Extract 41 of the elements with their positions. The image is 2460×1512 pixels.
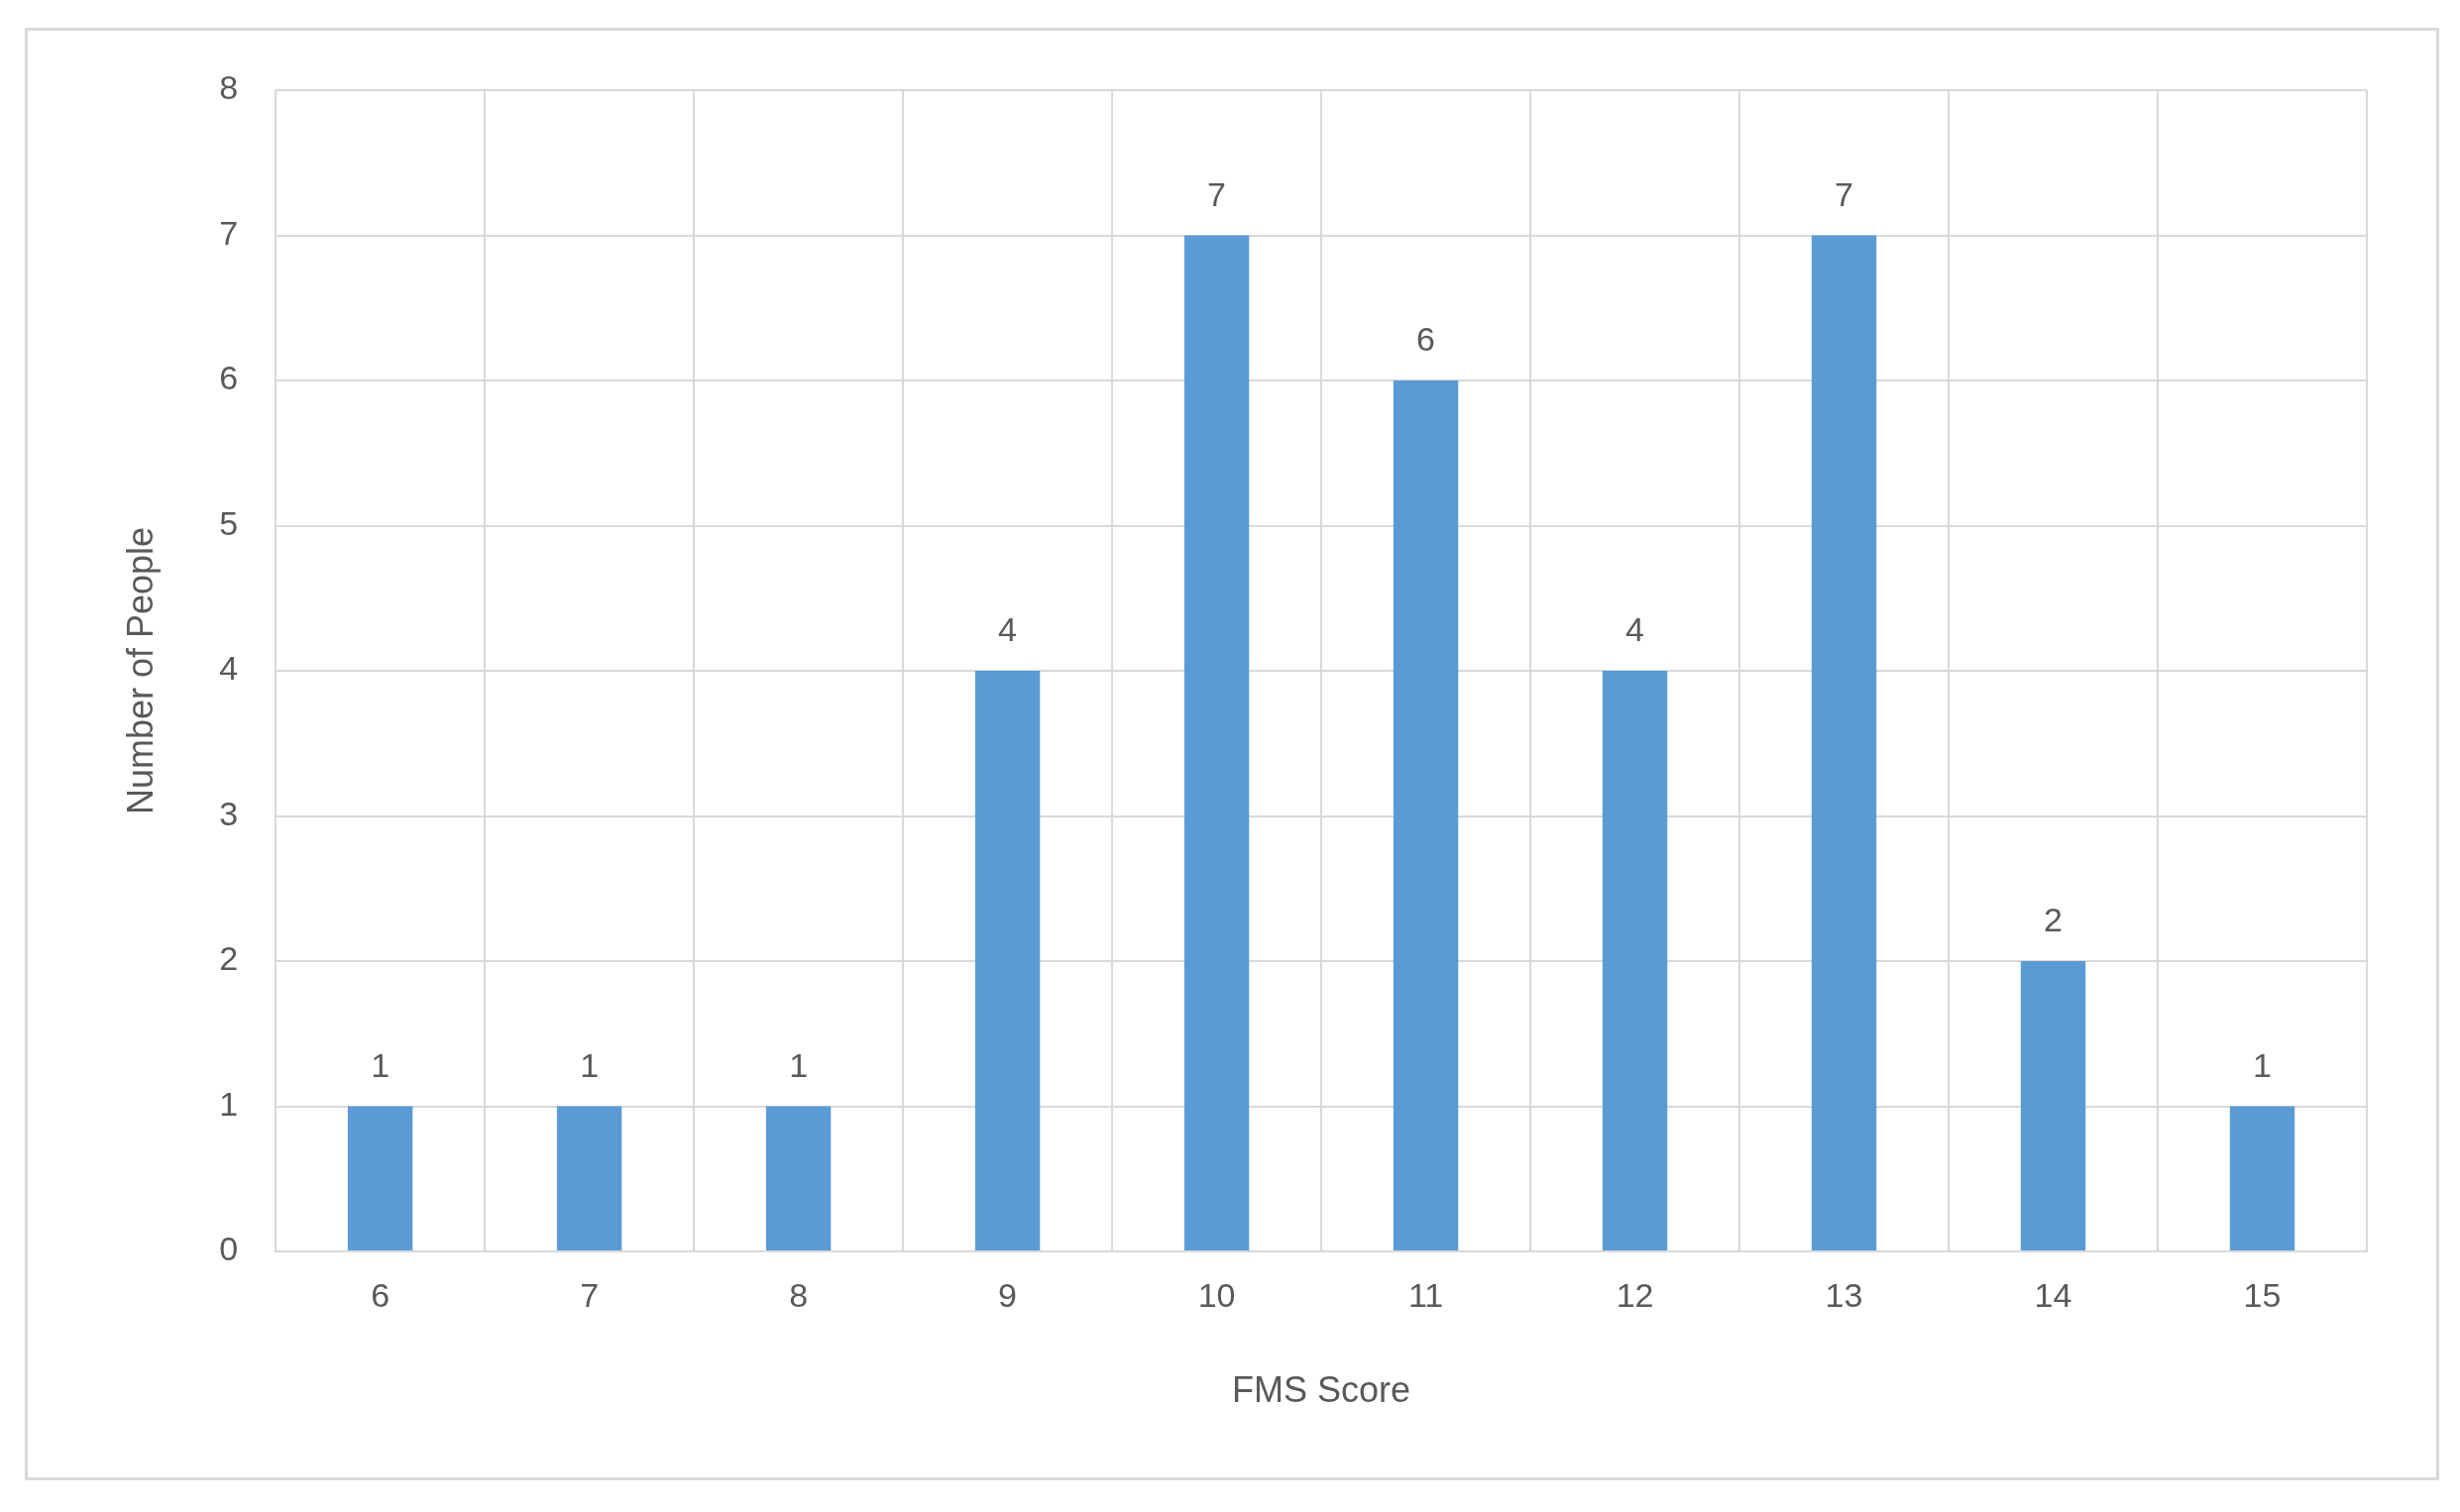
y-tick-label: 5 [219,503,239,542]
data-label: 4 [1625,610,1644,649]
x-tick-label: 12 [1616,1275,1654,1314]
y-tick-label: 2 [219,939,239,978]
bar [1811,235,1877,1250]
data-label: 4 [998,610,1018,649]
x-tick-label: 13 [1825,1275,1863,1314]
data-label: 1 [2253,1045,2272,1084]
bar [556,1106,622,1250]
x-axis-title: FMS Score [1232,1369,1411,1411]
data-label: 7 [1835,174,1853,213]
y-tick-label: 4 [219,649,239,688]
bar [765,1106,832,1250]
x-tick-label: 7 [580,1275,600,1314]
bar [2020,961,2086,1250]
x-tick-label: 10 [1197,1275,1236,1314]
data-label: 1 [580,1045,600,1084]
y-tick-label: 0 [219,1230,239,1268]
data-label: 2 [2044,901,2063,939]
x-tick-label: 6 [371,1275,391,1314]
bar [347,1106,413,1250]
data-label: 6 [1416,320,1436,359]
bar [1183,235,1250,1250]
y-tick-label: 1 [219,1084,239,1123]
data-label: 1 [789,1045,809,1084]
data-label: 1 [371,1045,391,1084]
x-tick-label: 9 [998,1275,1018,1314]
data-label: 7 [1207,174,1227,213]
y-tick-label: 7 [219,213,239,252]
bar [974,671,1041,1250]
y-tick-label: 3 [219,794,239,832]
bar [1393,380,1459,1250]
y-tick-label: 8 [219,68,239,107]
x-tick-label: 15 [2243,1275,2282,1314]
bar [2229,1106,2295,1250]
y-tick-label: 6 [219,359,239,397]
x-tick-label: 8 [789,1275,809,1314]
x-tick-label: 11 [1407,1275,1444,1314]
bar [1602,671,1668,1250]
x-tick-label: 14 [2034,1275,2072,1314]
y-axis-title: Number of People [119,526,161,815]
